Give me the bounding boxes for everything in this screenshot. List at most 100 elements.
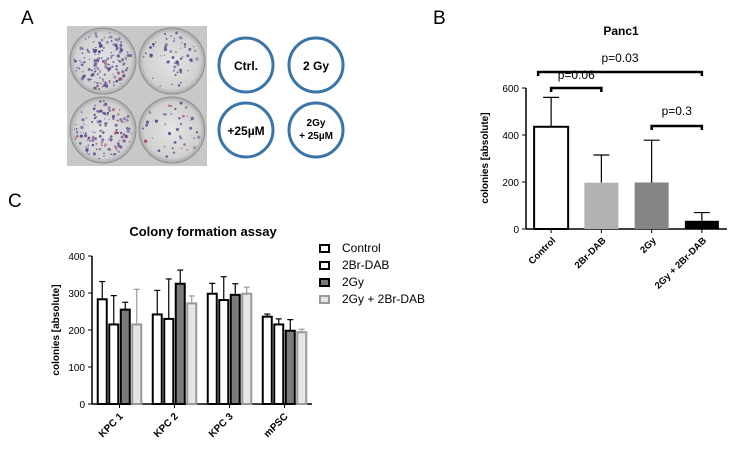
colony-spot [114, 66, 117, 68]
colony-spot [174, 73, 177, 76]
bar [174, 282, 186, 405]
colony-spot [160, 55, 162, 57]
colony-spot [99, 82, 101, 84]
condition-ring-25um [217, 101, 275, 159]
colony-spot [179, 57, 183, 60]
y-tick-label: 0 [79, 400, 85, 411]
colony-spot [99, 100, 102, 103]
colony-spot [116, 119, 119, 122]
colony-spot [92, 107, 96, 111]
panel-letter-c: C [8, 191, 22, 212]
chart-title: Panc1 [603, 24, 639, 38]
colony-spot [143, 139, 148, 143]
colony-spot [74, 138, 77, 140]
colony-spot [116, 54, 120, 58]
colony-spot [172, 151, 176, 154]
colony-spot [194, 49, 197, 52]
colony-spot [94, 32, 97, 35]
colony-spot [120, 135, 124, 139]
colony-spot [80, 126, 84, 130]
colony-spot [145, 120, 150, 124]
colony-spot [99, 76, 101, 79]
colony-spot [84, 38, 87, 40]
colony-spot [109, 35, 113, 39]
colony-spot [95, 46, 97, 49]
colony-spot [122, 116, 127, 121]
colony-spot [111, 108, 116, 112]
colony-spot [149, 112, 152, 115]
colony-spot [92, 48, 95, 51]
colony-spot [103, 152, 106, 155]
colony-spot [172, 39, 176, 43]
colony-spot [110, 54, 113, 58]
colony-spot [112, 73, 114, 76]
colony-spot [151, 77, 154, 80]
colony-spot [152, 45, 155, 48]
colony-spot [81, 70, 84, 73]
colony-spot [83, 56, 86, 59]
condition-ring-2gy [287, 36, 345, 94]
colony-spot [96, 73, 99, 76]
colony-spot [126, 136, 129, 139]
bar [119, 308, 131, 405]
colony-spot [95, 142, 98, 145]
legend-swatch [319, 278, 330, 287]
colony-spot [110, 40, 113, 43]
colony-spot [189, 119, 192, 121]
colony-spot [163, 47, 168, 52]
colony-spot [80, 111, 83, 113]
colony-spot [99, 129, 103, 132]
colony-spot [197, 135, 201, 139]
y-tick-label: 200 [68, 326, 85, 337]
colony-spot [193, 137, 195, 139]
colony-spot [83, 123, 85, 126]
colony-spot [73, 128, 76, 131]
colony-spot [112, 54, 115, 57]
colony-spot [95, 148, 98, 151]
colony-spot [73, 58, 75, 60]
colony-spot [149, 46, 152, 49]
colony-spot [193, 146, 196, 150]
colony-spot [195, 57, 199, 61]
colony-spot [115, 128, 118, 131]
culture-dish [138, 27, 206, 95]
colony-spot [163, 32, 167, 36]
colony-spot [173, 69, 175, 72]
colony-spot [78, 142, 82, 145]
colony-spot [104, 122, 107, 125]
colony-spot [173, 38, 176, 40]
colony-spot [89, 80, 91, 83]
colony-spot [144, 52, 147, 55]
colony-spot [163, 45, 167, 49]
bar [584, 182, 619, 229]
colony-spot [98, 53, 100, 56]
colony-spot [163, 54, 165, 57]
colony-spot [191, 60, 194, 63]
culture-dishes [69, 27, 206, 164]
colony-spot [175, 32, 178, 35]
colony-spot [85, 117, 88, 119]
colony-spot [93, 113, 96, 117]
colony-spot [142, 55, 145, 58]
colony-spot [110, 153, 113, 156]
bar [684, 220, 719, 229]
colony-spot [115, 49, 117, 51]
colony-spot [184, 106, 188, 109]
colony-spot [117, 144, 121, 148]
colony-spot [179, 101, 183, 105]
colony-spot [87, 138, 89, 141]
condition-label-25um: +25µM [227, 124, 264, 138]
colony-spot [119, 131, 123, 135]
colony-spot [93, 49, 97, 54]
colony-spot [189, 126, 193, 130]
colony-spot [87, 136, 91, 140]
colony-spot [93, 67, 96, 70]
colony-spot [125, 118, 129, 122]
colony-spot [98, 123, 102, 127]
colony-spot [107, 108, 109, 111]
colony-spot [87, 68, 91, 71]
colony-spot [94, 104, 97, 107]
colony-spot [100, 141, 104, 144]
colony-spot [101, 56, 103, 59]
